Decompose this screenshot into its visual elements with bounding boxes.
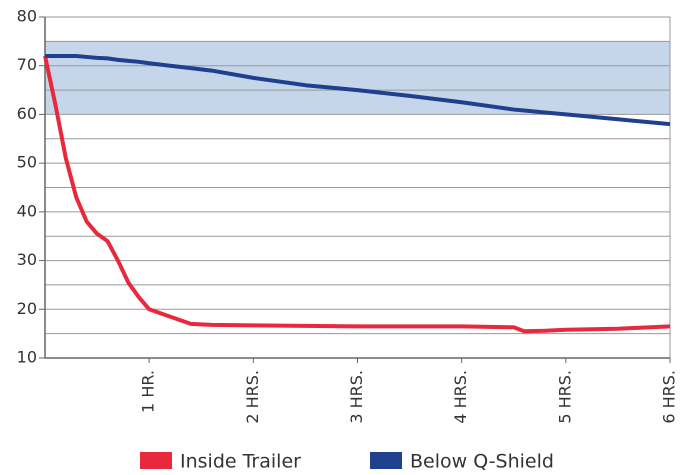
y-tick-label: 80 [17, 7, 37, 26]
line [45, 53, 671, 127]
legend-swatch [370, 452, 402, 469]
y-tick-label: 50 [17, 153, 37, 172]
line [43, 55, 671, 334]
y-tick-label: 20 [17, 299, 37, 318]
x-tick-label: 5 HRS. [555, 370, 574, 424]
x-tick-label: 2 HRS. [243, 370, 262, 424]
x-tick-label: 3 HRS. [347, 370, 366, 424]
x-tick-label: 4 HRS. [451, 370, 470, 424]
legend-label: Below Q-Shield [410, 451, 554, 473]
y-tick-label: 30 [17, 250, 37, 269]
y-tick-label: 40 [17, 201, 37, 220]
band [45, 41, 670, 115]
x-tick-label: 1 HR. [139, 370, 158, 413]
legend-swatch [140, 452, 172, 469]
y-tick-label: 60 [17, 104, 37, 123]
y-tick-label: 70 [17, 55, 37, 74]
legend-label: Inside Trailer [180, 451, 301, 473]
y-tick-label: 10 [17, 348, 37, 367]
x-tick-label: 6 HRS. [660, 370, 679, 424]
